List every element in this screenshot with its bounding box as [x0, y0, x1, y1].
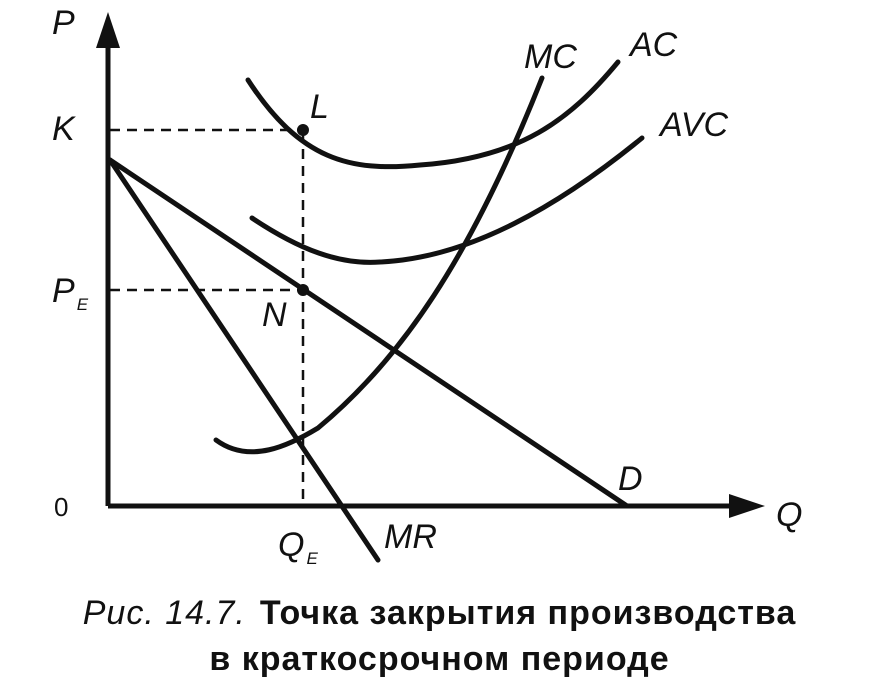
- mr-curve-label: MR: [384, 518, 437, 556]
- pe-label-main: P: [52, 272, 75, 310]
- caption-title-line-1: Точка закрытия производства: [259, 594, 797, 632]
- caption-line-2: в краткосрочном периоде: [0, 636, 879, 682]
- caption-line-1: Рис. 14.7. Точка закрытия производства: [0, 590, 879, 636]
- y-axis-label: P: [52, 4, 75, 42]
- point-l-dot: [297, 124, 309, 136]
- origin-label: 0: [54, 492, 68, 522]
- caption-title-line-2: в краткосрочном периоде: [209, 640, 670, 678]
- avc-curve: [249, 135, 645, 265]
- x-axis-arrow: [729, 494, 765, 518]
- x-axis-label: Q: [776, 496, 802, 534]
- demand-curve-label: D: [618, 460, 643, 498]
- mr-curve: [107, 157, 381, 563]
- point-n-label: N: [262, 296, 287, 334]
- figure-caption: Рис. 14.7. Точка закрытия производства в …: [0, 590, 879, 682]
- point-l-label: L: [310, 88, 329, 126]
- demand-curve: [107, 157, 630, 509]
- y-axis-arrow: [96, 12, 120, 48]
- ac-curve: [245, 59, 621, 170]
- k-label: K: [52, 110, 76, 148]
- qe-label-main: Q: [278, 526, 304, 564]
- mc-curve: [213, 75, 545, 455]
- avc-curve-label: AVC: [658, 106, 728, 144]
- point-n-dot: [297, 284, 309, 296]
- ac-curve-label: AC: [628, 26, 678, 64]
- mc-curve-label: MC: [524, 38, 577, 76]
- qe-label-sub: E: [306, 549, 318, 568]
- pe-label-sub: E: [77, 295, 89, 314]
- caption-prefix: Рис. 14.7.: [82, 594, 246, 632]
